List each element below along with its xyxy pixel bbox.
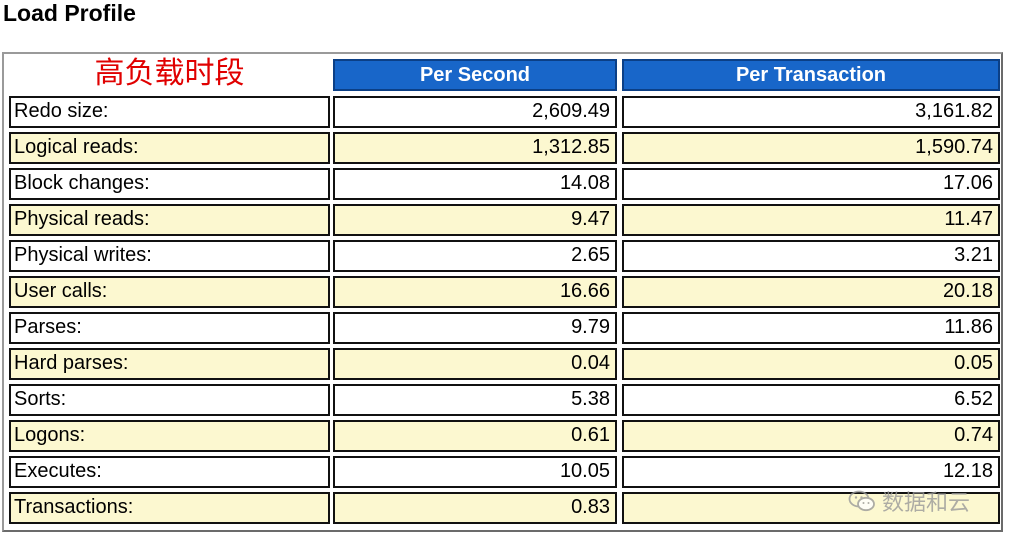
row-label: Redo size: bbox=[9, 96, 330, 128]
row-label: Sorts: bbox=[9, 384, 330, 416]
column-header-per-second: Per Second bbox=[333, 59, 617, 91]
wechat-icon bbox=[848, 490, 875, 512]
row-per-second: 0.83 bbox=[333, 492, 617, 524]
row-per-second: 14.08 bbox=[333, 168, 617, 200]
page-title: Load Profile bbox=[3, 0, 136, 26]
row-per-second: 1,312.85 bbox=[333, 132, 617, 164]
row-per-transaction: 17.06 bbox=[622, 168, 1000, 200]
row-per-transaction: 3.21 bbox=[622, 240, 1000, 272]
row-per-transaction: 0.74 bbox=[622, 420, 1000, 452]
row-per-transaction: 20.18 bbox=[622, 276, 1000, 308]
row-per-transaction: 11.86 bbox=[622, 312, 1000, 344]
row-label: Logical reads: bbox=[9, 132, 330, 164]
row-label: Block changes: bbox=[9, 168, 330, 200]
annotation-label: 高负载时段 bbox=[94, 56, 245, 91]
row-per-second: 10.05 bbox=[333, 456, 617, 488]
column-header-per-transaction: Per Transaction bbox=[622, 59, 1000, 91]
row-per-transaction: 3,161.82 bbox=[622, 96, 1000, 128]
row-label: Executes: bbox=[9, 456, 330, 488]
row-per-second: 0.61 bbox=[333, 420, 617, 452]
row-per-second: 2,609.49 bbox=[333, 96, 617, 128]
row-per-transaction: 0.05 bbox=[622, 348, 1000, 380]
row-per-transaction: 1,590.74 bbox=[622, 132, 1000, 164]
row-per-transaction: 6.52 bbox=[622, 384, 1000, 416]
row-label: Physical reads: bbox=[9, 204, 330, 236]
row-label: User calls: bbox=[9, 276, 330, 308]
row-per-second: 16.66 bbox=[333, 276, 617, 308]
row-per-second: 2.65 bbox=[333, 240, 617, 272]
row-label: Physical writes: bbox=[9, 240, 330, 272]
load-profile-table-frame bbox=[2, 52, 1003, 532]
row-label: Logons: bbox=[9, 420, 330, 452]
row-per-second: 9.47 bbox=[333, 204, 617, 236]
row-per-transaction bbox=[622, 492, 1000, 524]
row-per-second: 9.79 bbox=[333, 312, 617, 344]
row-per-second: 5.38 bbox=[333, 384, 617, 416]
watermark-text: 数据和云 bbox=[882, 491, 971, 516]
row-label: Hard parses: bbox=[9, 348, 330, 380]
row-per-transaction: 11.47 bbox=[622, 204, 1000, 236]
row-per-transaction: 12.18 bbox=[622, 456, 1000, 488]
watermark: 数据和云 bbox=[848, 486, 970, 516]
row-per-second: 0.04 bbox=[333, 348, 617, 380]
row-label: Transactions: bbox=[9, 492, 330, 524]
row-label: Parses: bbox=[9, 312, 330, 344]
